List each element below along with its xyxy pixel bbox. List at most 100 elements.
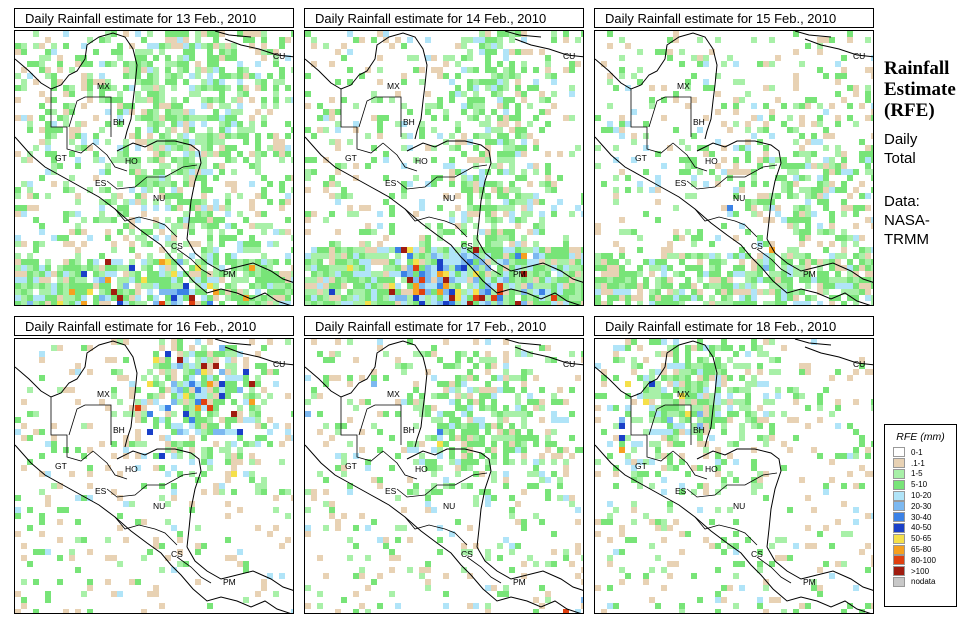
country-label-ho: HO bbox=[705, 464, 718, 474]
coastline bbox=[766, 546, 873, 591]
country-label-mx: MX bbox=[387, 389, 400, 399]
legend-item: .1-1 bbox=[885, 458, 956, 469]
rainfall-map: MX CU BH GT HO ES NU CS PM bbox=[594, 338, 874, 614]
legend-swatch bbox=[893, 512, 905, 523]
legend-swatch bbox=[893, 566, 905, 577]
country-border bbox=[648, 96, 692, 137]
rainfall-cells bbox=[595, 339, 873, 613]
country-border bbox=[404, 516, 468, 546]
legend-label: 5-10 bbox=[911, 480, 928, 490]
coastline bbox=[804, 346, 873, 366]
legend-item: 0-1 bbox=[885, 447, 956, 458]
legend-label: 10-20 bbox=[911, 491, 932, 501]
country-border bbox=[358, 404, 402, 445]
legend-label: 1-5 bbox=[911, 469, 923, 479]
country-border bbox=[694, 208, 758, 238]
country-label-cs: CS bbox=[171, 241, 183, 251]
panel-title: Daily Rainfall estimate for 18 Feb., 201… bbox=[594, 316, 874, 336]
country-label-bh: BH bbox=[113, 425, 125, 435]
country-border bbox=[404, 208, 468, 238]
country-label-cu: CU bbox=[273, 359, 285, 369]
coastline bbox=[224, 38, 293, 58]
country-label-gt: GT bbox=[345, 153, 357, 163]
legend-swatch bbox=[893, 479, 905, 490]
coastline bbox=[504, 31, 542, 38]
map-panel: Daily Rainfall estimate for 14 Feb., 201… bbox=[304, 8, 586, 308]
panel-title: Daily Rainfall estimate for 13 Feb., 201… bbox=[14, 8, 294, 28]
country-label-nu: NU bbox=[153, 193, 165, 203]
country-label-gt: GT bbox=[345, 461, 357, 471]
country-border bbox=[92, 450, 128, 480]
country-border bbox=[694, 516, 758, 546]
coastline bbox=[305, 444, 581, 613]
map-panel: Daily Rainfall estimate for 17 Feb., 201… bbox=[304, 316, 586, 616]
country-label-pm: PM bbox=[803, 577, 816, 587]
country-border bbox=[672, 142, 708, 172]
country-border bbox=[176, 248, 212, 276]
country-border bbox=[68, 96, 112, 137]
rainfall-map: MX CU BH GT HO ES NU CS PM bbox=[304, 30, 584, 306]
country-label-cs: CS bbox=[171, 549, 183, 559]
country-label-gt: GT bbox=[635, 153, 647, 163]
sidebar-source: Data: NASA- TRMM bbox=[884, 193, 930, 248]
coastline bbox=[514, 38, 583, 58]
coastline bbox=[696, 448, 782, 548]
coastline bbox=[406, 448, 492, 548]
country-label-ho: HO bbox=[705, 156, 718, 166]
country-border bbox=[630, 397, 674, 462]
country-label-pm: PM bbox=[513, 577, 526, 587]
map-panel: Daily Rainfall estimate for 13 Feb., 201… bbox=[14, 8, 296, 308]
coastline bbox=[214, 31, 252, 38]
legend-label: >100 bbox=[911, 566, 930, 576]
panel-title: Daily Rainfall estimate for 15 Feb., 201… bbox=[594, 8, 874, 28]
country-label-bh: BH bbox=[113, 117, 125, 127]
country-border bbox=[106, 164, 198, 190]
country-label-gt: GT bbox=[55, 461, 67, 471]
country-label-pm: PM bbox=[803, 269, 816, 279]
country-label-pm: PM bbox=[223, 269, 236, 279]
country-label-cu: CU bbox=[853, 359, 865, 369]
country-label-cs: CS bbox=[751, 549, 763, 559]
coastline bbox=[406, 140, 492, 240]
legend-item: 30-40 bbox=[885, 512, 956, 523]
country-label-ho: HO bbox=[125, 156, 138, 166]
rainfall-cells bbox=[595, 31, 873, 305]
coastline bbox=[186, 238, 293, 283]
legend-item: 80-100 bbox=[885, 555, 956, 566]
country-label-mx: MX bbox=[97, 389, 110, 399]
legend-label: 65-80 bbox=[911, 545, 932, 555]
sidebar-subtitle: Daily Total bbox=[884, 131, 918, 167]
map-panel: Daily Rainfall estimate for 18 Feb., 201… bbox=[594, 316, 876, 616]
rainfall-cells bbox=[305, 339, 583, 613]
country-border bbox=[340, 89, 384, 154]
legend-label: 20-30 bbox=[911, 501, 932, 511]
country-border bbox=[396, 164, 488, 190]
country-border bbox=[50, 397, 94, 462]
legend-label: 0-1 bbox=[911, 447, 923, 457]
country-label-ho: HO bbox=[415, 464, 428, 474]
legend-item: 5-10 bbox=[885, 479, 956, 490]
panel-title: Daily Rainfall estimate for 16 Feb., 201… bbox=[14, 316, 294, 336]
legend-title: RFE (mm) bbox=[896, 431, 945, 443]
coastline bbox=[116, 140, 202, 240]
country-border bbox=[648, 404, 692, 445]
legend-item: 65-80 bbox=[885, 544, 956, 555]
country-label-gt: GT bbox=[55, 153, 67, 163]
country-label-es: ES bbox=[385, 486, 397, 496]
coastline bbox=[476, 546, 583, 591]
legend-item: >100 bbox=[885, 566, 956, 577]
legend-swatch bbox=[893, 576, 905, 587]
coastline bbox=[804, 38, 873, 58]
legend-item: 1-5 bbox=[885, 468, 956, 480]
country-border bbox=[756, 248, 792, 276]
country-label-gt: GT bbox=[635, 461, 647, 471]
legend-item: 50-65 bbox=[885, 533, 956, 544]
country-border bbox=[358, 96, 402, 137]
country-label-cu: CU bbox=[273, 51, 285, 61]
country-border bbox=[686, 164, 778, 190]
country-label-bh: BH bbox=[403, 117, 415, 127]
country-border bbox=[396, 472, 488, 498]
country-label-nu: NU bbox=[153, 501, 165, 511]
legend-label: 80-100 bbox=[911, 555, 936, 565]
country-border bbox=[672, 450, 708, 480]
